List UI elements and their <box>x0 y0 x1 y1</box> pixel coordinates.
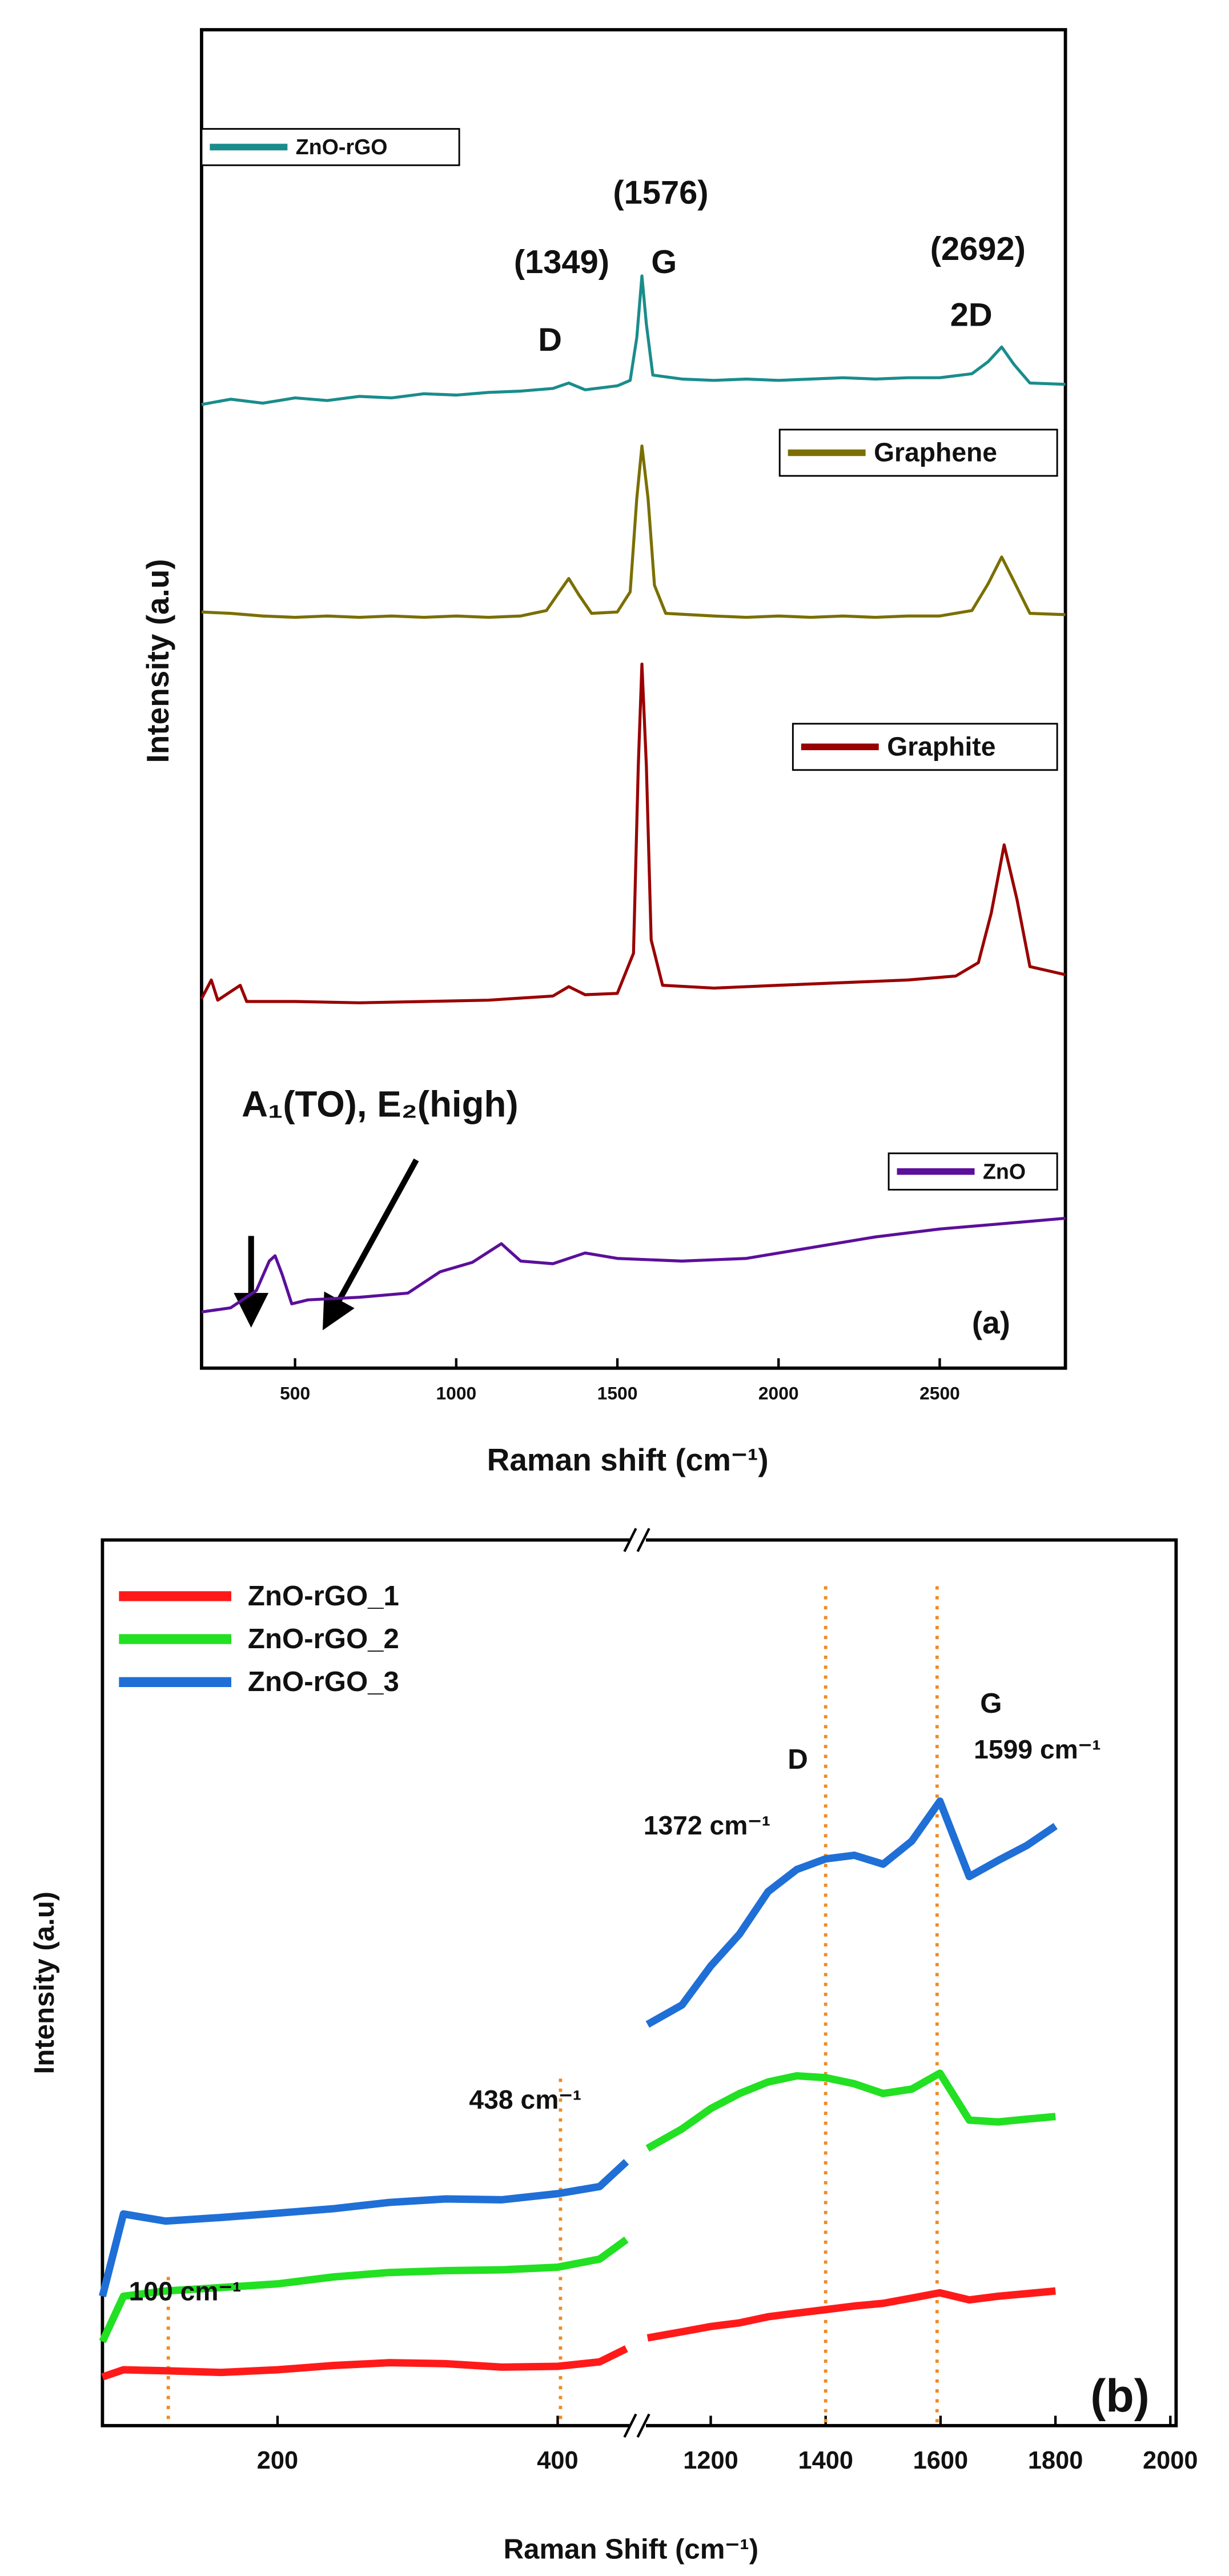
annotation: 2D <box>950 297 993 334</box>
series-line <box>99 1797 1058 2297</box>
x-tick-label: 500 <box>280 1383 310 1403</box>
annotation: G <box>651 244 677 281</box>
chart-panel: 500 1000 1500 2000 2500 Raman shift (cm⁻¹) Int… <box>140 28 1067 1477</box>
annotation: D <box>788 1744 808 1775</box>
annotation: (1349) <box>514 244 609 281</box>
series-line <box>99 2069 1056 2343</box>
legend-label: ZnO-rGO_2 <box>248 1623 399 1654</box>
series-line <box>201 444 1066 619</box>
annotation: (2692) <box>930 231 1026 267</box>
axis-break-mark <box>623 2413 637 2438</box>
series-line <box>101 2287 1056 2381</box>
legend-label: Graphene <box>874 438 997 467</box>
y-axis-label: Intensity (a.u) <box>29 1892 60 2074</box>
series-line <box>201 1216 1066 1314</box>
plot-frame <box>200 28 1067 1370</box>
x-tick-label: 1000 <box>436 1383 476 1403</box>
annotation: (b) <box>1090 2370 1149 2422</box>
axis-break-mark <box>636 1528 650 1552</box>
x-tick-label: 1400 <box>798 2447 853 2474</box>
legend-label: Graphite <box>887 731 995 761</box>
annotation: D <box>538 322 562 358</box>
annotation: 438 cm⁻¹ <box>469 2085 581 2114</box>
annotation: 100 cm⁻¹ <box>129 2277 242 2306</box>
legend-label: ZnO-rGO_1 <box>248 1580 399 1612</box>
series-line <box>201 274 1066 406</box>
x-axis-label: Raman Shift (cm⁻¹) <box>504 2534 759 2565</box>
series-line <box>200 662 1066 1004</box>
legend-label: ZnO-rGO_3 <box>248 1666 399 1697</box>
y-axis-label: Intensity (a.u) <box>140 559 175 763</box>
annotation: 1599 cm⁻¹ <box>974 1734 1101 1764</box>
x-tick-label: 2500 <box>919 1383 960 1403</box>
legend-label: ZnO-rGO <box>296 135 388 159</box>
x-axis-label: Raman shift (cm⁻¹) <box>487 1442 769 1477</box>
annotation: 1372 cm⁻¹ <box>644 1810 770 1840</box>
annotation: G <box>980 1688 1002 1719</box>
legend-label: ZnO <box>983 1159 1026 1183</box>
x-tick-label: 400 <box>537 2447 578 2474</box>
annotation: (1576) <box>613 175 708 211</box>
x-tick-label: 200 <box>257 2447 298 2474</box>
x-tick-label: 1600 <box>913 2447 969 2474</box>
x-tick-label: 1500 <box>597 1383 638 1403</box>
x-tick-label: 2000 <box>1143 2447 1198 2474</box>
x-tick-label: 1800 <box>1028 2447 1083 2474</box>
axis-break-mark <box>623 1528 637 1552</box>
axis-break-mark <box>636 2413 650 2438</box>
x-tick-label: 1200 <box>683 2447 738 2474</box>
annotation: A₁(TO), E₂(high) <box>242 1084 518 1125</box>
x-tick-label: 2000 <box>758 1383 799 1403</box>
annotation: (a) <box>972 1305 1010 1340</box>
chart-panel: 200 400 1200 1400 1600 1800 2000 Raman Shift (c… <box>29 1528 1198 2565</box>
